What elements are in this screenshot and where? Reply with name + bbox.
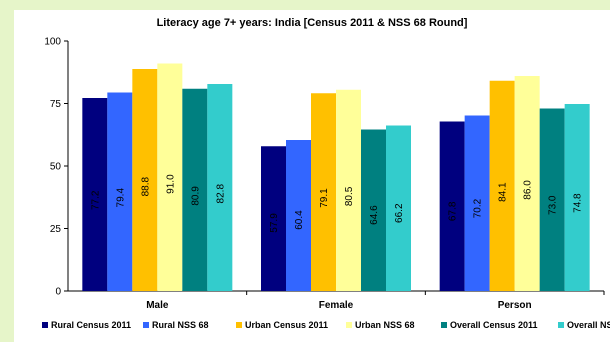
bar [386, 125, 411, 291]
chart-title: Literacy age 7+ years: India [Census 201… [157, 17, 468, 29]
bar [157, 63, 183, 291]
chart-frame: Literacy age 7+ years: India [Census 201… [14, 10, 610, 342]
legend-swatch [143, 322, 149, 328]
y-tick-label: 0 [55, 287, 61, 298]
bar-value-label: 67.8 [448, 201, 459, 221]
bar [261, 146, 286, 291]
bar [286, 140, 311, 291]
legend-swatch [441, 322, 447, 328]
bar-value-label: 79.4 [115, 188, 126, 208]
y-tick-label: 100 [44, 37, 61, 48]
legend-label: Urban Census 2011 [245, 320, 328, 330]
legend-swatch [346, 322, 352, 328]
x-category-label: Person [498, 300, 532, 311]
bar [132, 69, 158, 291]
bar-value-label: 88.8 [140, 176, 151, 196]
bar [82, 98, 108, 291]
bar-value-label: 80.5 [344, 186, 355, 206]
bar [361, 129, 386, 291]
bar-value-label: 79.1 [319, 188, 330, 208]
y-tick-label: 25 [50, 224, 62, 235]
bar [311, 93, 336, 291]
legend-label: Urban NSS 68 [355, 320, 415, 330]
bar-value-label: 64.6 [369, 205, 380, 225]
bar [439, 121, 465, 291]
legend-label: Overall NSS 68 [567, 320, 610, 330]
bar-value-label: 91.0 [165, 174, 176, 194]
bar-value-label: 80.9 [190, 186, 201, 206]
x-category-label: Female [319, 300, 354, 311]
legend: Rural Census 2011 Rural NSS 68 Urban Censu… [42, 320, 610, 330]
legend-label: Rural Census 2011 [51, 320, 131, 330]
y-tick-label: 75 [50, 99, 62, 110]
bar-value-label: 70.2 [473, 198, 484, 218]
bar-value-label: 86.0 [523, 180, 534, 200]
bar [489, 80, 515, 291]
bar-value-label: 57.9 [269, 213, 280, 233]
x-category-label: Male [146, 300, 169, 311]
bar [336, 89, 361, 291]
bar [514, 76, 540, 291]
bar [207, 84, 233, 291]
bar-value-label: 84.1 [498, 182, 509, 202]
legend-label: Overall Census 2011 [450, 320, 538, 330]
bar [564, 104, 590, 291]
y-tick-label: 50 [50, 162, 62, 173]
legend-label: Rural NSS 68 [152, 320, 209, 330]
legend-swatch [42, 322, 48, 328]
bar-value-label: 74.8 [573, 193, 584, 213]
bar [539, 108, 565, 291]
chart: Literacy age 7+ years: India [Census 201… [42, 17, 610, 330]
bar [464, 115, 490, 291]
bars: 77.2 79.4 88.8 91.0 80.9 82.8 57.9 60.4 79.1 80.5… [82, 63, 590, 291]
legend-swatch [236, 322, 242, 328]
legend-swatch [558, 322, 564, 328]
bar-value-label: 73.0 [548, 195, 559, 215]
bar-value-label: 60.4 [294, 210, 305, 230]
bar-value-label: 77.2 [90, 190, 101, 210]
bar-value-label: 82.8 [215, 184, 226, 204]
bar-value-label: 66.2 [394, 203, 405, 223]
bar [107, 92, 133, 291]
bar [182, 88, 208, 291]
